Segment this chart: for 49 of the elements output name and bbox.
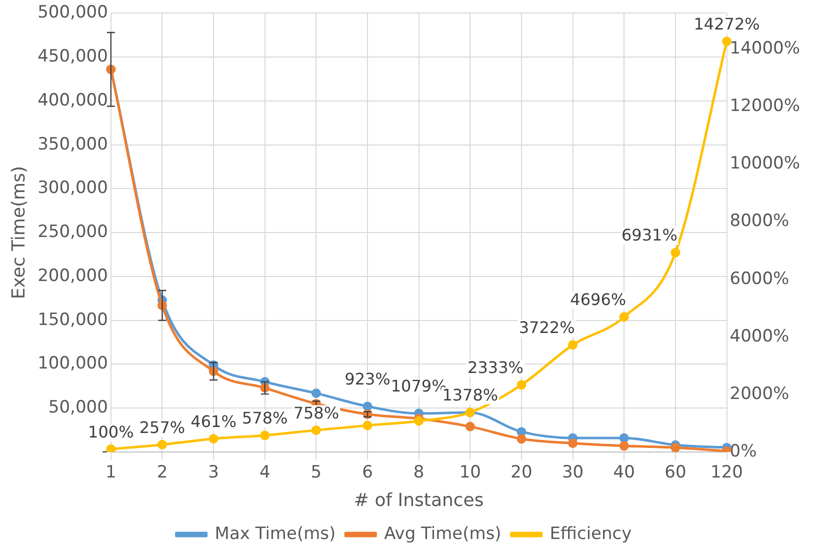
y2-tick-label: 14000% (730, 38, 800, 59)
data-label: 3722% (518, 318, 575, 338)
data-label: 257% (139, 418, 186, 437)
x-tick-label: 120 (710, 462, 743, 483)
y2-tick-label: 0% (730, 441, 757, 462)
x-tick-label: 6 (362, 462, 373, 483)
data-label: 578% (242, 408, 288, 428)
y-tick-label: 100,000 (38, 354, 108, 374)
x-tick-label: 2 (156, 462, 168, 483)
data-label: 14272% (694, 14, 760, 34)
data-label: 758% (293, 403, 340, 422)
x-tick-label: 40 (613, 462, 635, 483)
x-tick-label: 8 (413, 462, 424, 483)
y-tick-label: 500,000 (38, 2, 108, 23)
data-label: 2333% (468, 358, 524, 378)
data-label: 461% (190, 412, 236, 431)
y2-tick-label: 8000% (730, 211, 790, 232)
x-tick-label: 10 (459, 462, 481, 483)
y2-tick-label: 6000% (730, 268, 790, 289)
data-label: 100% (88, 422, 134, 442)
x-tick-label: 30 (562, 462, 584, 483)
data-label: 6931% (621, 226, 678, 245)
x-tick-label: 60 (664, 462, 686, 483)
x-axis-title: # of Instances (354, 490, 484, 511)
legend-label: Max Time(ms) (214, 524, 336, 544)
y-axis-title: Exec Time(ms) (8, 166, 30, 300)
legend-label: Efficiency (550, 524, 632, 544)
data-label: 4696% (570, 290, 626, 310)
data-label: 923% (344, 370, 390, 389)
data-label: 1079% (390, 376, 447, 396)
legend-label: Avg Time(ms) (384, 524, 502, 544)
y-tick-label: 400,000 (38, 90, 108, 110)
y2-tick-label: 10000% (730, 154, 800, 174)
y-tick-label: 250,000 (38, 222, 108, 242)
x-tick-label: 20 (510, 462, 532, 483)
x-tick-label: 4 (259, 462, 270, 483)
y2-tick-label: 12000% (730, 96, 800, 116)
x-tick-label: 5 (310, 462, 322, 483)
y-tick-label: 450,000 (38, 46, 108, 66)
y-tick-label: 150,000 (38, 310, 108, 330)
x-tick-label: 1 (105, 462, 116, 483)
y2-tick-label: 2000% (730, 384, 790, 404)
y-tick-label: 50,000 (48, 398, 108, 418)
y2-tick-label: 4000% (730, 326, 790, 346)
y-tick-label: 200,000 (38, 266, 108, 286)
y-tick-label: 300,000 (38, 178, 108, 198)
y-tick-label: - (102, 441, 108, 462)
y-tick-label: 350,000 (38, 134, 108, 154)
x-tick-label: 3 (208, 462, 219, 483)
